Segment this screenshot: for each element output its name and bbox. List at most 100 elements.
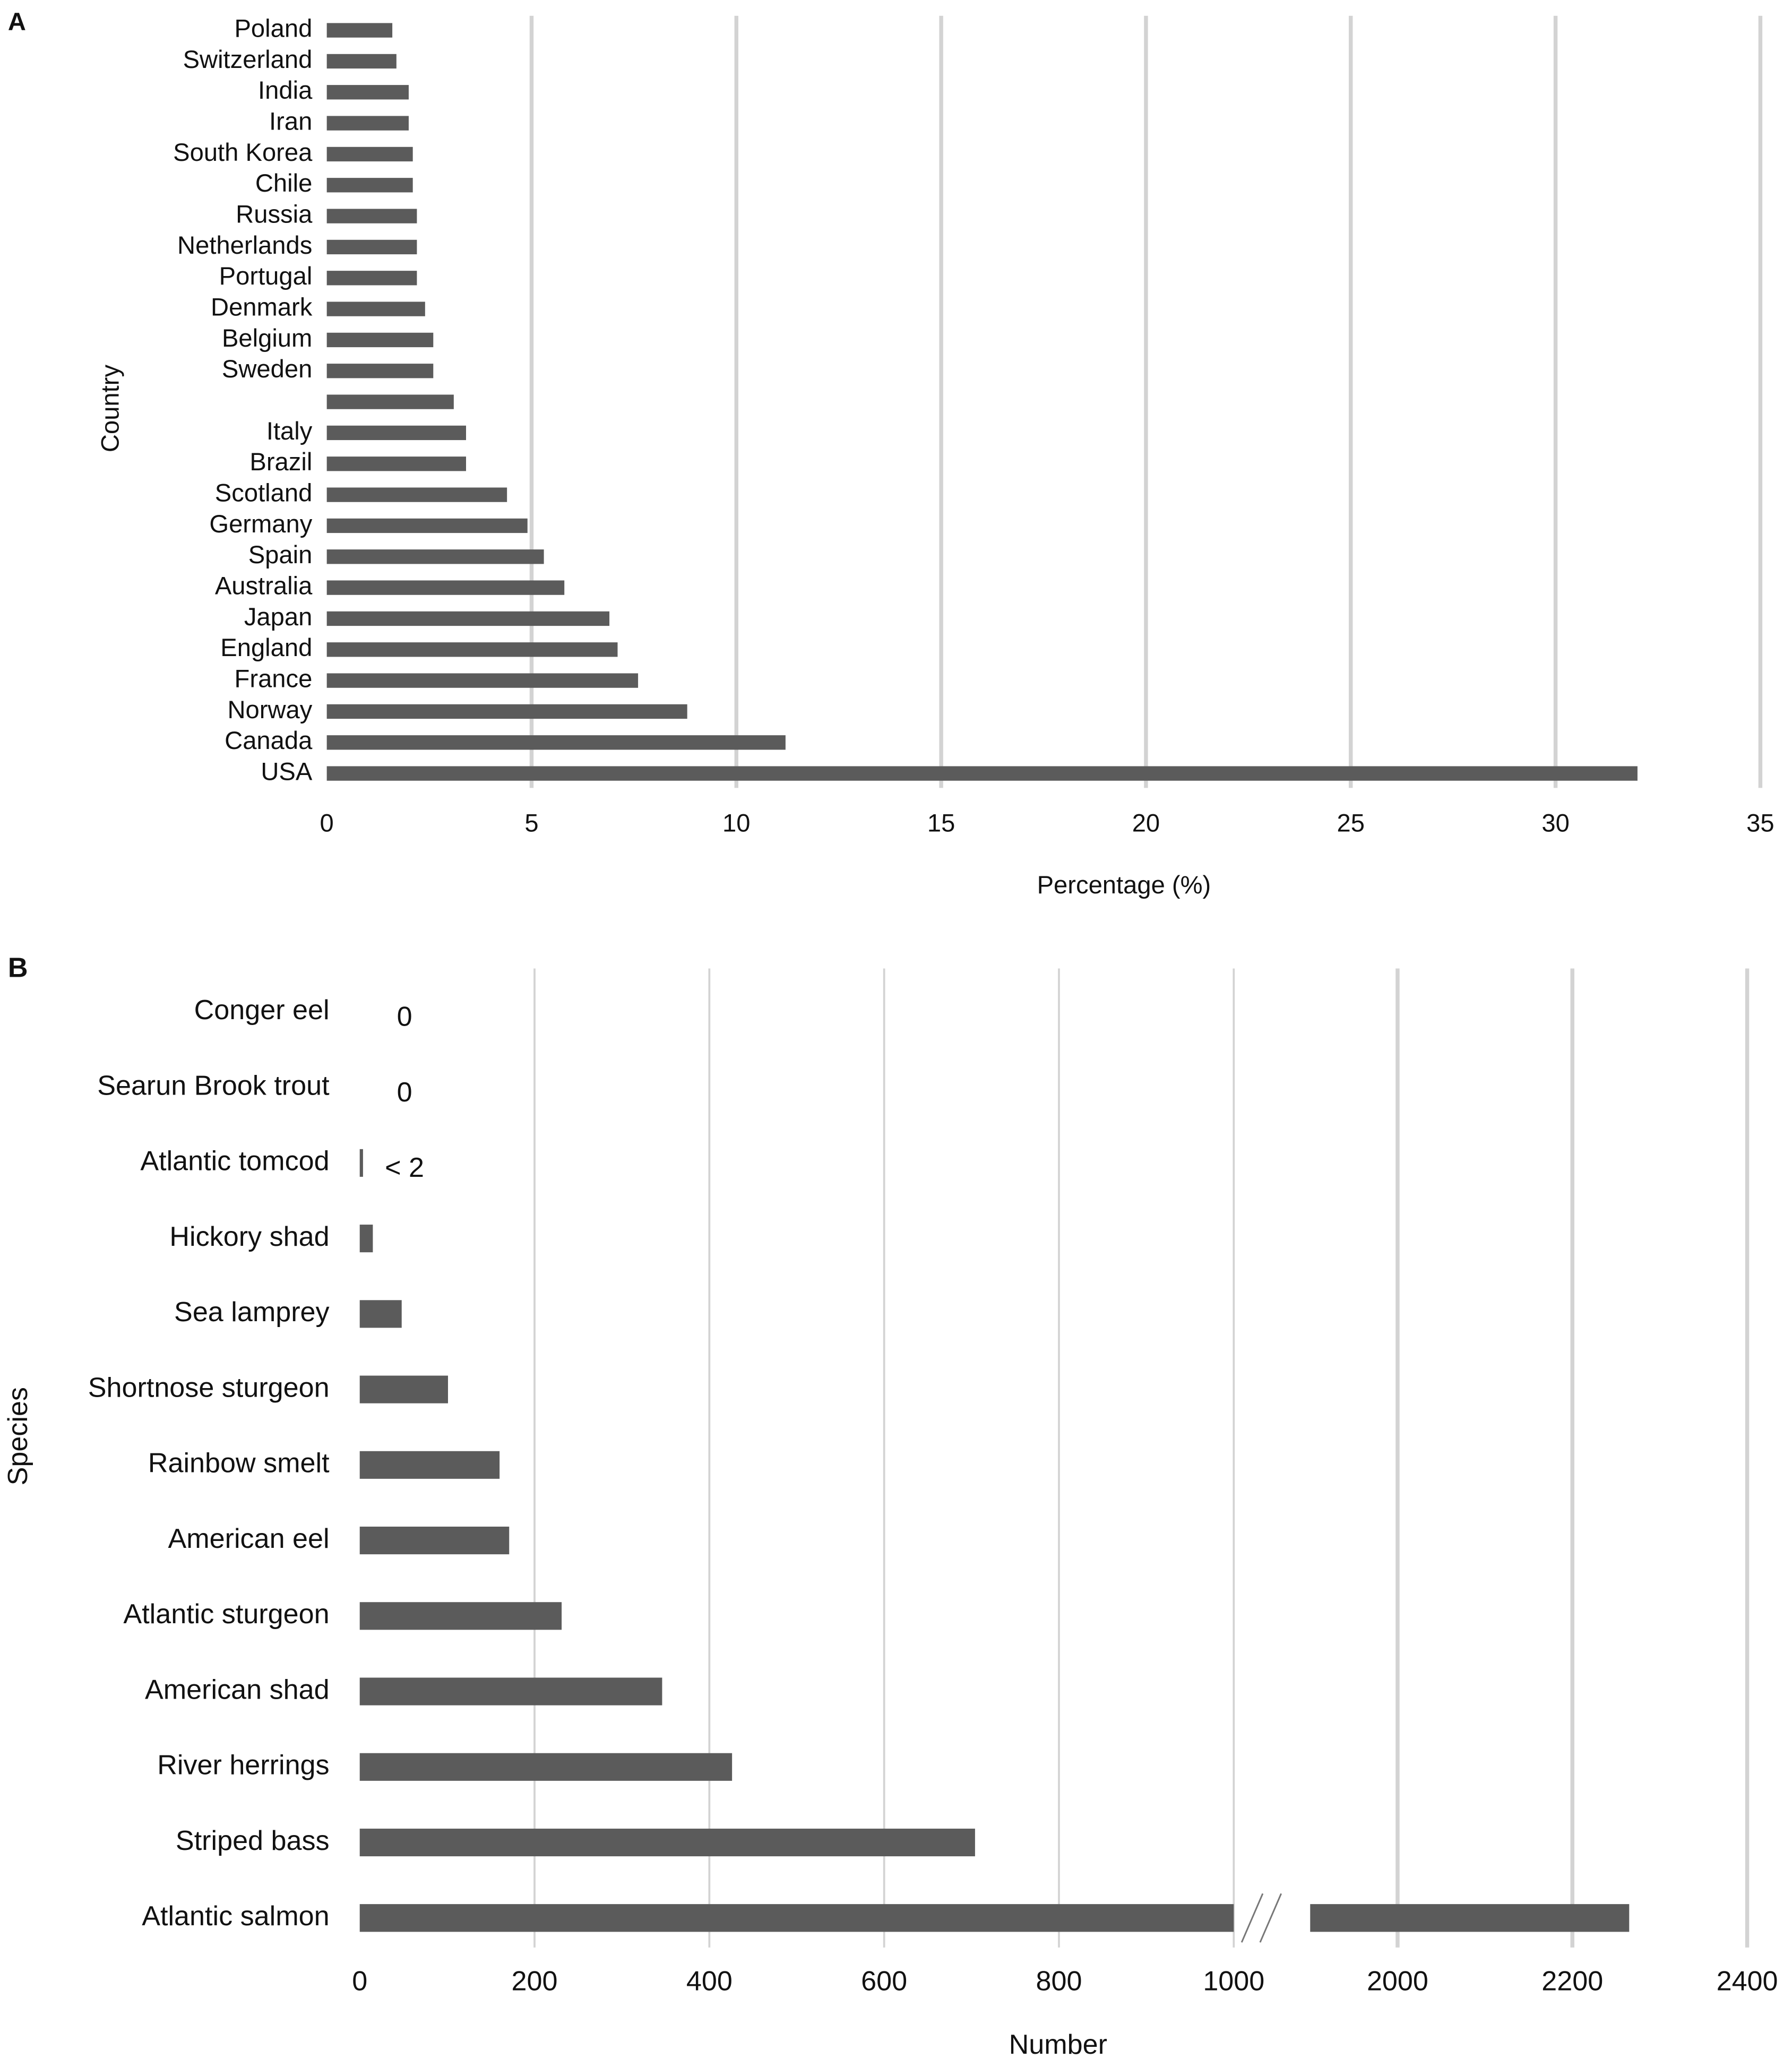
x-tick-label: 2000 bbox=[1367, 1966, 1428, 1997]
y-tick-label: Scotland bbox=[215, 479, 313, 507]
y-axis-label: Species bbox=[3, 1387, 33, 1485]
bar bbox=[326, 364, 434, 378]
panel-b: B Number Species 0 200 400 600 800 1000 2000 22… bbox=[3, 953, 1778, 2060]
y-tick-label: Russia bbox=[236, 200, 313, 228]
x-tick-label: 2200 bbox=[1541, 1966, 1603, 1997]
y-tick-label: Sweden bbox=[222, 355, 312, 383]
panel-label: A bbox=[8, 7, 26, 36]
x-axis-label: Number bbox=[1009, 2029, 1107, 2060]
bar bbox=[326, 611, 610, 626]
y-tick-label: Netherlands bbox=[177, 231, 312, 259]
y-tick-label: Shortnose sturgeon bbox=[88, 1372, 330, 1403]
y-tick-label: American eel bbox=[168, 1523, 329, 1554]
bar bbox=[326, 766, 1638, 781]
y-tick-label: Norway bbox=[227, 695, 312, 724]
y-tick-label: Striped bass bbox=[176, 1825, 330, 1856]
y-tick-label: Sea lamprey bbox=[174, 1297, 330, 1328]
bar bbox=[326, 116, 409, 131]
bar bbox=[359, 1527, 510, 1555]
bar bbox=[359, 1677, 662, 1706]
x-tick-label: 800 bbox=[1036, 1966, 1082, 1997]
bar bbox=[359, 1602, 562, 1630]
bar bbox=[326, 487, 507, 502]
bar bbox=[359, 1753, 733, 1781]
y-tick-label: USA bbox=[261, 757, 313, 786]
y-tick-label: Japan bbox=[244, 602, 312, 631]
bar bbox=[326, 457, 467, 471]
axis-break bbox=[1240, 1893, 1282, 1943]
y-tick-label: Atlantic tomcod bbox=[140, 1146, 329, 1177]
y-tick-label: Atlantic salmon bbox=[142, 1901, 329, 1932]
y-tick-label: Spain bbox=[248, 540, 313, 569]
y-tick-label: Switzerland bbox=[183, 45, 313, 73]
y-tick-label: Searun Brook trout bbox=[97, 1070, 330, 1101]
bar bbox=[326, 23, 393, 38]
y-tick-label: Hickory shad bbox=[169, 1221, 329, 1252]
y-tick-label: Rainbow smelt bbox=[148, 1448, 330, 1479]
y-tick-label: Germany bbox=[209, 510, 312, 538]
x-tick-label: 200 bbox=[512, 1966, 558, 1997]
value-label: 0 bbox=[397, 1002, 412, 1032]
bar bbox=[326, 580, 565, 595]
y-tick-label: Italy bbox=[266, 417, 313, 445]
y-tick-label: Portugal bbox=[219, 262, 313, 290]
bar bbox=[326, 394, 454, 409]
panel-a: A Percentage (%) Country 0 5 10 15 20 25 30 35 P… bbox=[8, 7, 1774, 899]
bar bbox=[326, 302, 425, 316]
bar bbox=[359, 1149, 363, 1177]
y-tick-label: Belgium bbox=[222, 324, 312, 352]
bar bbox=[326, 425, 467, 441]
bar bbox=[326, 735, 786, 750]
x-tick-label: 35 bbox=[1746, 808, 1774, 837]
x-tick-label: 1000 bbox=[1203, 1966, 1264, 1997]
bar bbox=[326, 85, 409, 100]
bar bbox=[359, 1375, 449, 1403]
bar bbox=[326, 209, 417, 223]
bar bbox=[359, 1300, 402, 1328]
bar bbox=[326, 54, 397, 69]
value-label: < 2 bbox=[385, 1152, 424, 1183]
y-tick-label: Iran bbox=[269, 107, 312, 135]
bar bbox=[326, 673, 639, 688]
y-tick-label: Chile bbox=[255, 169, 312, 197]
bar bbox=[326, 704, 687, 719]
y-tick-label: Poland bbox=[234, 14, 312, 42]
bar bbox=[326, 239, 417, 255]
x-tick-label: 600 bbox=[861, 1966, 907, 1997]
x-tick-label: 15 bbox=[927, 808, 955, 837]
x-tick-label: 400 bbox=[686, 1966, 733, 1997]
x-tick-label: 0 bbox=[320, 808, 334, 837]
x-tick-label: 0 bbox=[352, 1966, 367, 1997]
x-tick-label: 20 bbox=[1132, 808, 1160, 837]
y-tick-label: England bbox=[220, 633, 312, 661]
value-label: 0 bbox=[397, 1077, 412, 1108]
y-tick-label: Conger eel bbox=[194, 995, 330, 1026]
x-axis-label: Percentage (%) bbox=[1037, 871, 1211, 899]
y-tick-label: Denmark bbox=[211, 293, 313, 321]
x-tick-label: 10 bbox=[722, 808, 750, 837]
bar bbox=[326, 271, 417, 286]
x-tick-label: 25 bbox=[1337, 808, 1365, 837]
y-tick-label: France bbox=[235, 665, 313, 693]
y-tick-label: American shad bbox=[145, 1674, 330, 1705]
bar bbox=[359, 1225, 373, 1253]
bar bbox=[326, 549, 544, 564]
x-tick-label: 30 bbox=[1541, 808, 1569, 837]
x-tick-label: 5 bbox=[524, 808, 538, 837]
bar bbox=[326, 518, 528, 533]
bar bbox=[359, 1451, 500, 1479]
y-tick-label: Atlantic sturgeon bbox=[123, 1599, 329, 1630]
bar bbox=[359, 1828, 975, 1857]
y-tick-label: India bbox=[258, 76, 313, 104]
y-tick-label: Canada bbox=[225, 726, 313, 754]
y-axis-label: Country bbox=[96, 365, 124, 453]
bar bbox=[359, 1904, 1630, 1932]
panel-label: B bbox=[8, 953, 28, 984]
bar bbox=[326, 178, 413, 193]
y-tick-label: Australia bbox=[215, 572, 313, 600]
y-tick-label: River herrings bbox=[157, 1750, 329, 1781]
y-tick-label: South Korea bbox=[173, 138, 313, 166]
bar bbox=[326, 642, 618, 657]
x-tick-label: 2400 bbox=[1717, 1966, 1778, 1997]
